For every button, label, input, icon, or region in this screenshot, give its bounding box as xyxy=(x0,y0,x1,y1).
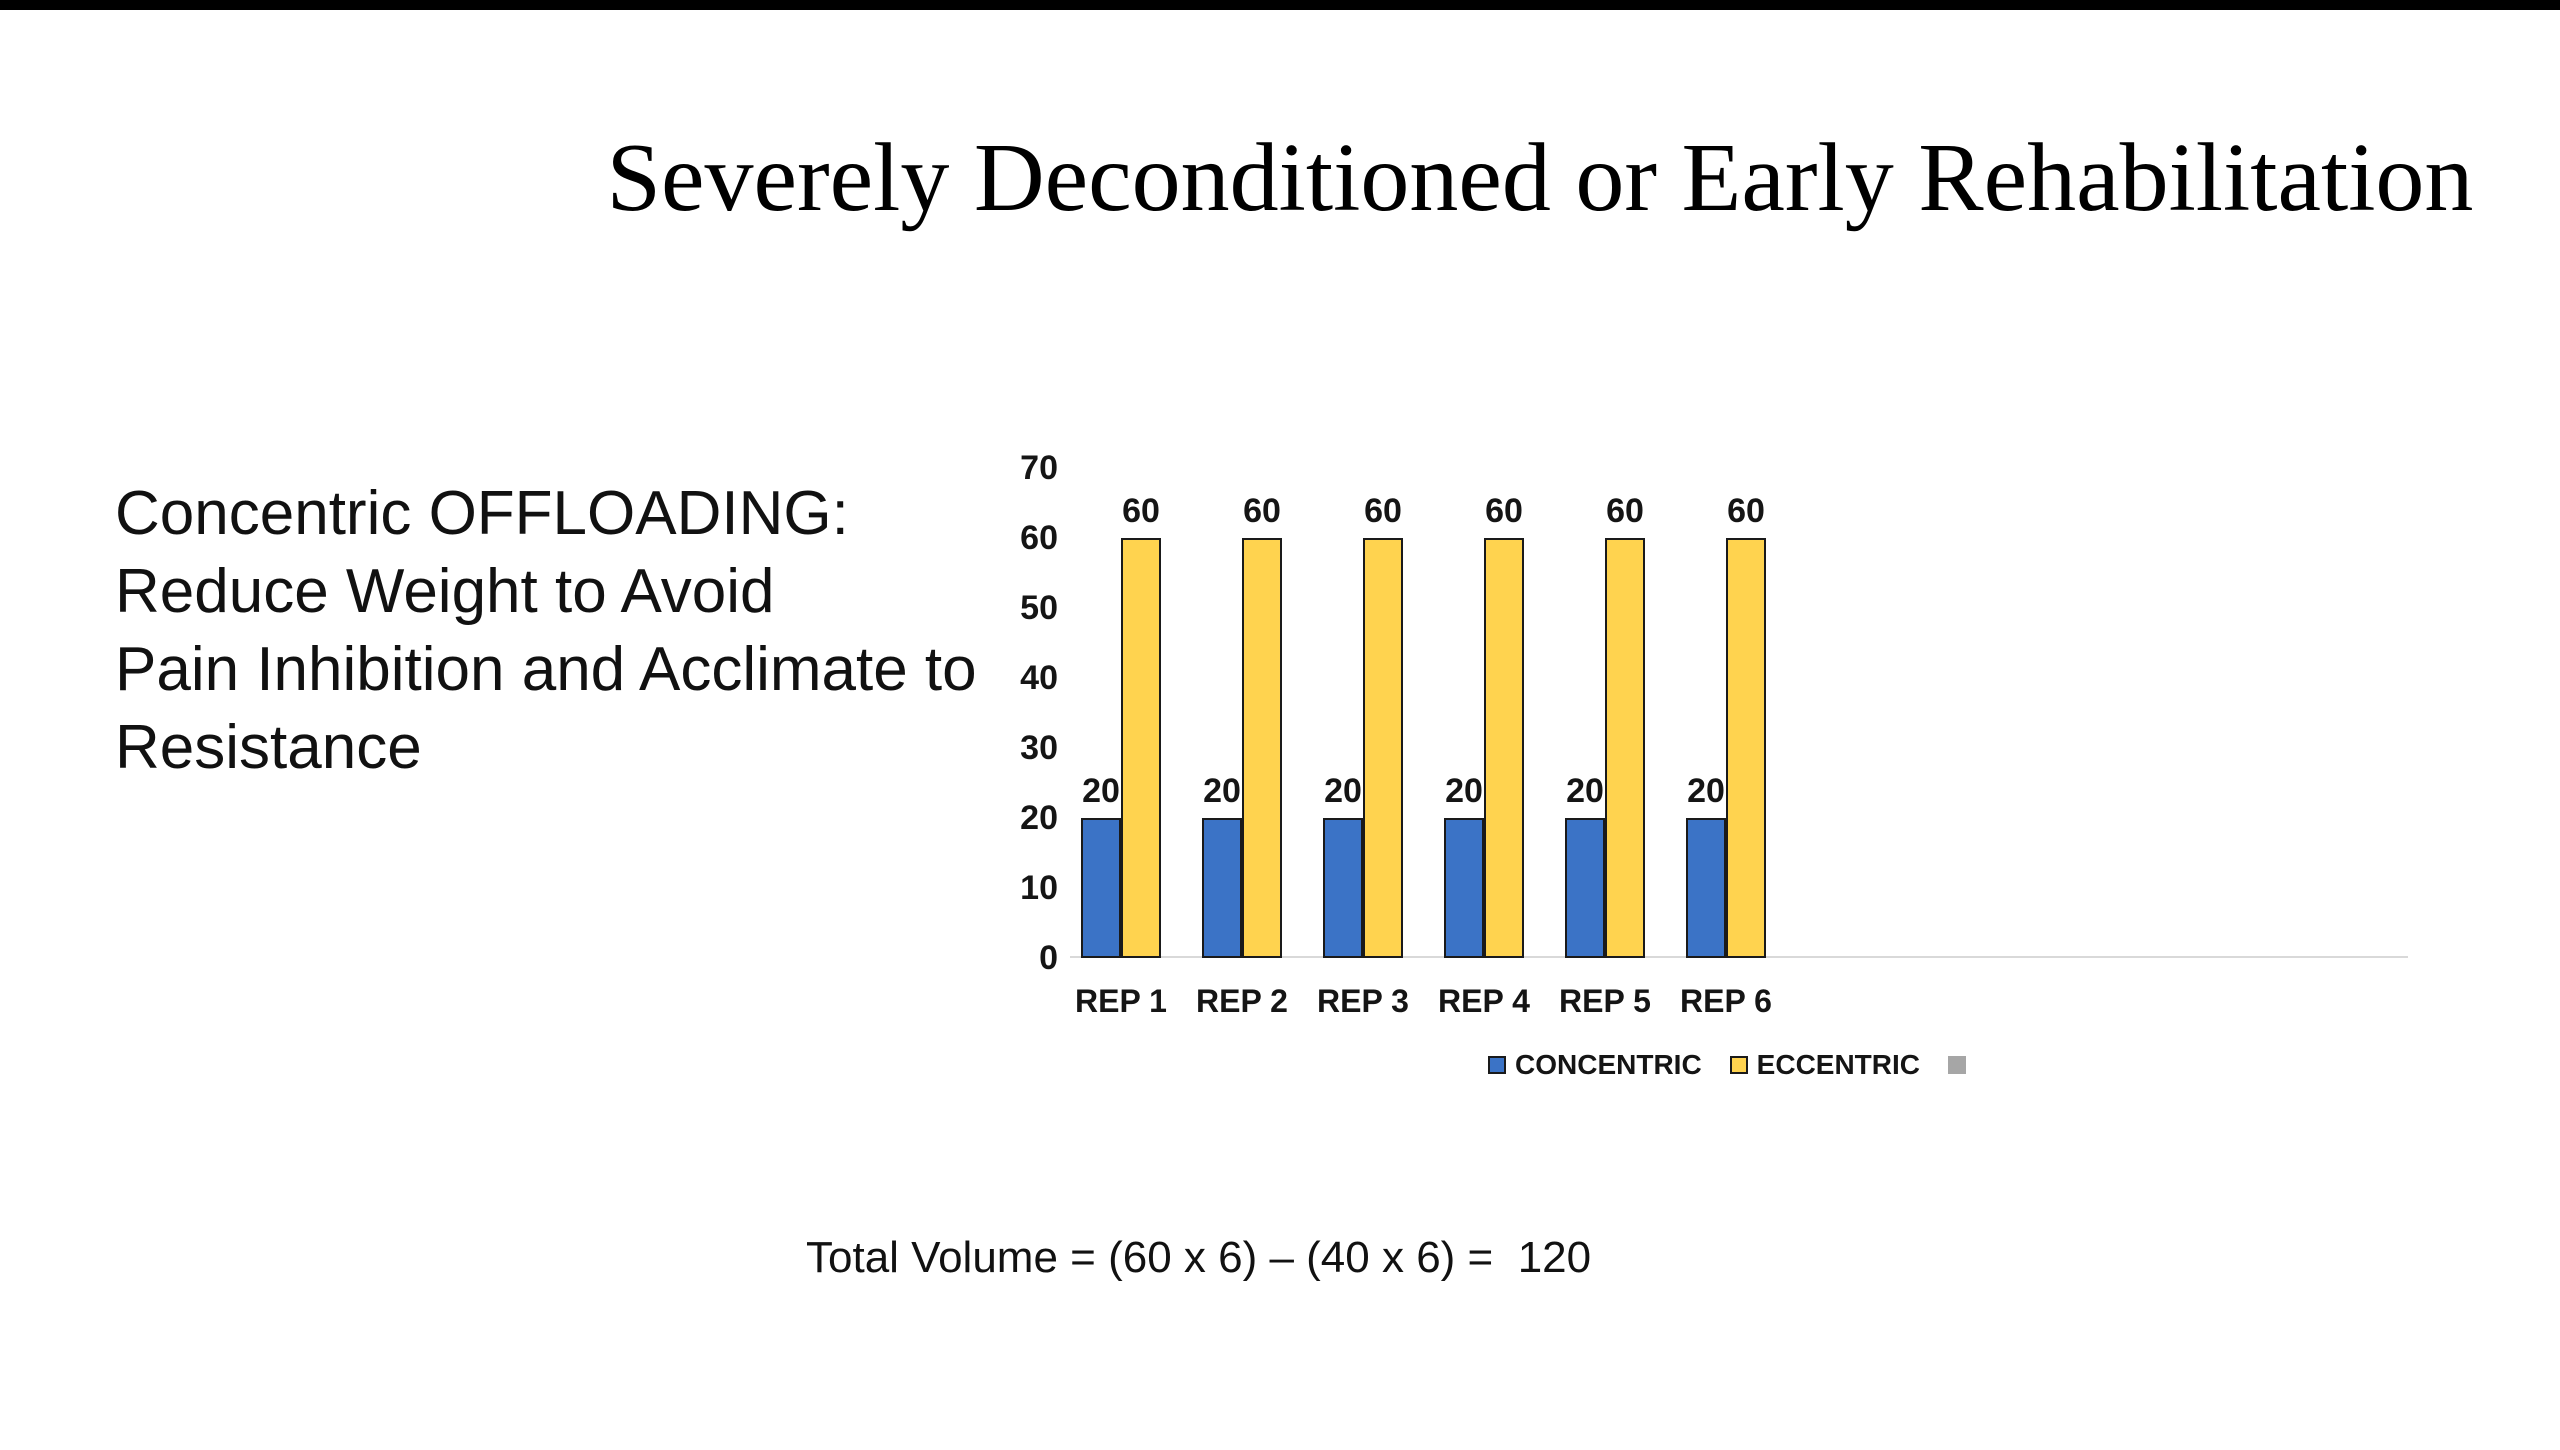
bar-value-label: 20 xyxy=(1445,772,1483,810)
y-tick-label: 10 xyxy=(1020,869,1058,907)
bar-concentric xyxy=(1323,818,1363,958)
left-text-line: Concentric OFFLOADING: xyxy=(115,479,849,548)
legend-swatch-icon xyxy=(1948,1056,1967,1074)
bar-eccentric xyxy=(1242,538,1282,958)
x-category-label: REP 6 xyxy=(1680,983,1772,1019)
legend-label: ECCENTRIC xyxy=(1756,1049,1921,1080)
legend-swatch-icon xyxy=(1729,1056,1748,1074)
bar-concentric xyxy=(1444,818,1484,958)
bar-value-label: 20 xyxy=(1082,772,1120,810)
x-category-label: REP 4 xyxy=(1438,983,1530,1019)
y-tick-label: 70 xyxy=(1020,449,1058,487)
y-tick-label: 0 xyxy=(1039,939,1058,977)
bar-value-label: 20 xyxy=(1324,772,1362,810)
bar-value-label: 60 xyxy=(1727,492,1765,530)
bar-eccentric xyxy=(1121,538,1161,958)
bar-value-label: 20 xyxy=(1687,772,1725,810)
bar-value-label: 60 xyxy=(1243,492,1281,530)
legend-item-blank xyxy=(1948,1056,1967,1074)
y-tick-label: 30 xyxy=(1020,729,1058,767)
bar-value-label: 20 xyxy=(1203,772,1241,810)
y-tick-label: 50 xyxy=(1020,589,1058,627)
bar-eccentric xyxy=(1363,538,1403,958)
legend-item-concentric: CONCENTRIC xyxy=(1488,1049,1702,1081)
left-text-block: Concentric OFFLOADING: Reduce Weight to … xyxy=(115,475,1035,787)
legend-item-eccentric: ECCENTRIC xyxy=(1729,1049,1921,1081)
left-text-line: Resistance xyxy=(115,713,422,782)
bar-value-label: 20 xyxy=(1566,772,1604,810)
y-tick-label: 40 xyxy=(1020,659,1058,697)
x-category-label: REP 5 xyxy=(1559,983,1651,1019)
top-black-bar xyxy=(0,0,2560,10)
x-category-label: REP 3 xyxy=(1317,983,1409,1019)
y-tick-label: 60 xyxy=(1020,519,1058,557)
bar-concentric xyxy=(1686,818,1726,958)
legend-label: CONCENTRIC xyxy=(1515,1049,1702,1080)
legend-swatch-icon xyxy=(1488,1056,1506,1074)
chart-legend: CONCENTRIC ECCENTRIC xyxy=(1488,1049,1967,1081)
bar-eccentric xyxy=(1726,538,1766,958)
bar-eccentric xyxy=(1484,538,1524,958)
bar-value-label: 60 xyxy=(1364,492,1402,530)
left-text-line: Pain Inhibition and Acclimate to xyxy=(115,635,977,704)
slide-title: Severely Deconditioned or Early Rehabili… xyxy=(606,124,2474,232)
x-category-label: REP 1 xyxy=(1075,983,1167,1019)
bar-eccentric xyxy=(1605,538,1645,958)
bar-concentric xyxy=(1202,818,1242,958)
bar-concentric xyxy=(1081,818,1121,958)
bar-value-label: 60 xyxy=(1606,492,1644,530)
total-volume-formula: Total Volume = (60 x 6) – (40 x 6) = 120 xyxy=(806,1233,1592,1282)
bar-value-label: 60 xyxy=(1122,492,1160,530)
x-category-label: REP 2 xyxy=(1196,983,1288,1019)
bar-value-label: 60 xyxy=(1485,492,1523,530)
left-text-line: Reduce Weight to Avoid xyxy=(115,557,775,626)
bar-concentric xyxy=(1565,818,1605,958)
y-tick-label: 20 xyxy=(1020,799,1058,837)
